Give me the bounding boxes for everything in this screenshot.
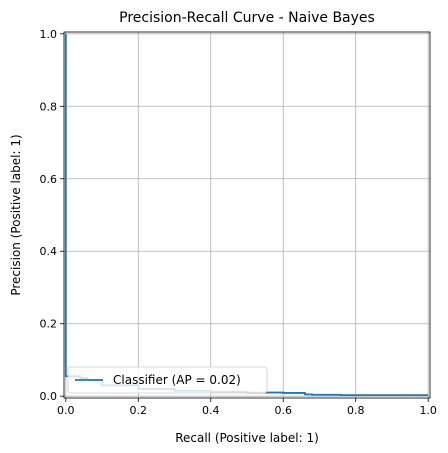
y-tick-label: 1.0	[40, 28, 58, 41]
y-tick-label: 0.4	[40, 245, 58, 258]
x-tick-label: 0.0	[57, 404, 75, 417]
x-tick-label: 0.2	[130, 404, 148, 417]
y-tick-label: 0.6	[40, 173, 58, 186]
legend: Classifier (AP = 0.02)	[67, 366, 268, 394]
pr-curve-line	[64, 33, 429, 397]
x-tick-label: 0.4	[202, 404, 220, 417]
x-tick-label: 0.8	[347, 404, 365, 417]
series-layer	[64, 33, 429, 397]
grid-lines	[64, 32, 430, 398]
x-axis-ticks: 0.0 0.2 0.4 0.6 0.8 1.0	[57, 398, 437, 417]
plot-frame	[63, 31, 431, 399]
y-tick-label: 0.2	[40, 318, 58, 331]
y-tick-label: 0.8	[40, 100, 58, 113]
legend-box	[67, 366, 268, 394]
y-tick-label: 0.0	[40, 390, 58, 403]
x-axis-label: Recall (Positive label: 1)	[175, 431, 319, 445]
x-tick-label: 1.0	[419, 404, 437, 417]
x-tick-label: 0.6	[274, 404, 292, 417]
legend-label-classifier: Classifier (AP = 0.02)	[113, 373, 241, 387]
chart-title: Precision-Recall Curve - Naive Bayes	[119, 10, 375, 26]
y-axis-label: Precision (Positive label: 1)	[9, 134, 23, 295]
y-axis-ticks: 0.0 0.2 0.4 0.6 0.8 1.0	[40, 28, 64, 403]
